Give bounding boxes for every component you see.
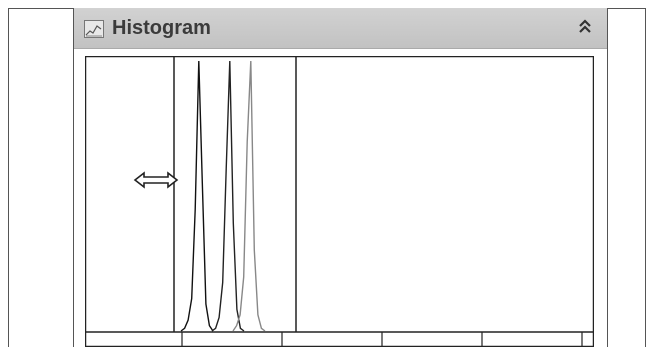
histogram-series-1 — [180, 60, 214, 332]
histogram-series-3 — [232, 60, 266, 332]
histogram-plot[interactable] — [85, 56, 594, 347]
histogram-icon — [84, 20, 104, 38]
plot-frame — [85, 56, 594, 347]
panel-header[interactable]: Histogram — [74, 8, 607, 49]
double-arrow-icon[interactable] — [133, 171, 179, 189]
panel-title: Histogram — [112, 17, 211, 39]
double-chevron-up-icon[interactable] — [573, 15, 597, 39]
histogram-plot-area[interactable] — [85, 56, 594, 347]
